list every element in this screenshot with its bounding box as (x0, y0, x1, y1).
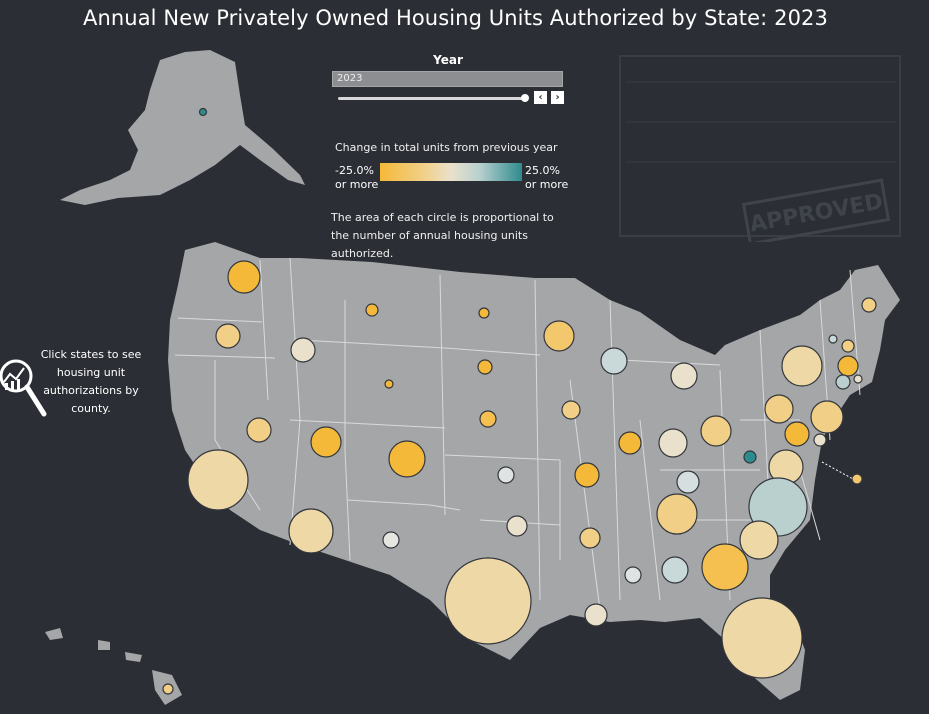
legend-color-ramp (380, 163, 522, 181)
bubble-connecticut[interactable] (835, 374, 851, 390)
state-bubbles (162, 107, 877, 695)
bubble-hawaii[interactable] (162, 683, 174, 695)
bubble-montana[interactable] (365, 303, 379, 317)
bubble-rhode-island[interactable] (853, 374, 863, 384)
click-states-note: Click states to see housing unit authori… (40, 348, 142, 415)
chevron-right-icon: › (555, 92, 560, 103)
alaska-shape[interactable] (60, 50, 305, 205)
bubble-oklahoma[interactable] (506, 515, 528, 537)
approved-stamp-watermark: APPROVED (619, 55, 901, 242)
legend-low-label: -25.0% or more (335, 164, 379, 191)
bubble-georgia[interactable] (701, 543, 749, 591)
hawaii-shape[interactable] (45, 628, 182, 705)
bubble-wyoming[interactable] (384, 379, 394, 389)
circle-area-note: The area of each circle is proportional … (331, 211, 554, 260)
bubble-new-hampshire[interactable] (841, 339, 855, 353)
bubble-delaware[interactable] (813, 433, 827, 447)
bubble-kentucky[interactable] (676, 470, 700, 494)
bubble-nebraska[interactable] (479, 410, 497, 428)
bubble-south-carolina[interactable] (739, 520, 779, 560)
year-slider-track[interactable] (338, 97, 527, 100)
next-year-button[interactable]: › (551, 91, 564, 104)
bubble-missouri[interactable] (574, 462, 600, 488)
bubble-iowa[interactable] (561, 400, 581, 420)
bubble-alaska[interactable] (198, 107, 208, 117)
legend-high-label: 25.0% or more (525, 164, 569, 191)
bubble-massachusetts[interactable] (837, 355, 859, 377)
bubble-indiana[interactable] (658, 428, 688, 458)
bubble-kansas[interactable] (497, 466, 515, 484)
magnifier-chart-icon[interactable] (0, 354, 50, 424)
bubble-west-virginia[interactable] (743, 450, 757, 464)
bubble-california[interactable] (187, 449, 249, 511)
bubble-vermont[interactable] (828, 334, 838, 344)
bubble-tennessee[interactable] (656, 493, 698, 535)
bubble-south-dakota[interactable] (477, 359, 493, 375)
year-select[interactable]: 2023 (332, 71, 563, 87)
bubble-colorado[interactable] (388, 440, 426, 478)
bubble-texas[interactable] (444, 557, 532, 645)
chevron-left-icon: ‹ (538, 92, 543, 103)
bubble-louisiana[interactable] (584, 603, 608, 627)
bubble-oregon[interactable] (215, 323, 241, 349)
bubble-north-dakota[interactable] (478, 307, 490, 319)
bubble-pennsylvania[interactable] (764, 394, 794, 424)
bubble-illinois[interactable] (618, 431, 642, 455)
year-slider-handle[interactable] (521, 94, 529, 102)
bubble-arizona[interactable] (288, 508, 334, 554)
bubble-new-mexico[interactable] (382, 531, 400, 549)
bubble-florida[interactable] (721, 597, 803, 679)
bubble-mississippi[interactable] (624, 566, 642, 584)
year-filter-label: Year (433, 53, 463, 67)
bubble-ohio[interactable] (700, 415, 732, 447)
dc-leader-line (821, 461, 854, 480)
bubble-alabama[interactable] (661, 556, 689, 584)
page-title: Annual New Privately Owned Housing Units… (83, 6, 828, 30)
state-borders (174, 257, 861, 611)
bubble-new-york[interactable] (781, 345, 823, 387)
bubble-utah[interactable] (310, 426, 342, 458)
bubble-wisconsin[interactable] (600, 347, 628, 375)
bubble-minnesota[interactable] (543, 320, 575, 352)
prev-year-button[interactable]: ‹ (534, 91, 547, 104)
bubble-maine[interactable] (861, 297, 877, 313)
svg-text:APPROVED: APPROVED (748, 189, 885, 237)
bubble-nevada[interactable] (246, 417, 272, 443)
bubble-dc[interactable] (851, 473, 863, 485)
bubble-washington[interactable] (227, 260, 261, 294)
bubble-michigan[interactable] (670, 362, 698, 390)
legend-title: Change in total units from previous year (335, 141, 558, 154)
bubble-new-jersey[interactable] (810, 400, 844, 434)
bubble-maryland[interactable] (784, 421, 810, 447)
bubble-idaho[interactable] (290, 337, 316, 363)
bubble-arkansas[interactable] (579, 527, 601, 549)
